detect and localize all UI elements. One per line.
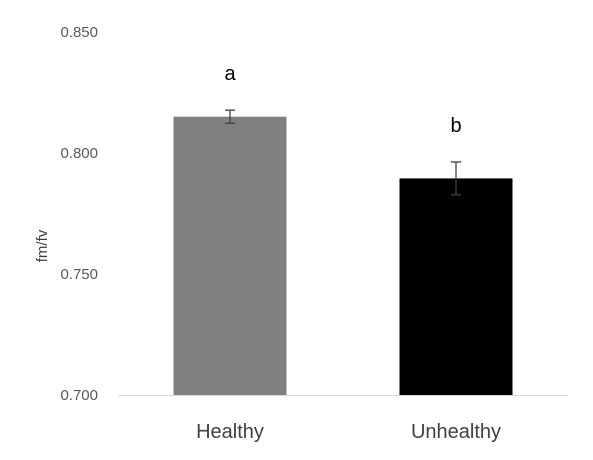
y-axis-title: fm/fv: [34, 229, 51, 262]
bars: [173, 116, 513, 395]
y-axis-ticks: 0.700 0.750 0.800 0.850: [60, 24, 98, 404]
category-label-healthy: Healthy: [196, 421, 264, 443]
y-tick-label: 0.700: [60, 387, 98, 404]
bar-healthy: [173, 116, 287, 395]
significance-labels: ab: [224, 63, 461, 137]
y-tick-label: 0.750: [60, 266, 98, 283]
error-bars: [225, 109, 461, 196]
significance-label-unhealthy: b: [450, 115, 461, 137]
category-label-unhealthy: Unhealthy: [411, 421, 501, 443]
error-bar-healthy: [225, 109, 235, 124]
y-tick-label: 0.800: [60, 145, 98, 162]
significance-label-healthy: a: [224, 63, 236, 85]
error-bar-unhealthy: [451, 161, 461, 196]
category-labels: Healthy Unhealthy: [196, 421, 501, 443]
y-tick-label: 0.850: [60, 24, 98, 41]
bar-unhealthy: [399, 178, 513, 395]
